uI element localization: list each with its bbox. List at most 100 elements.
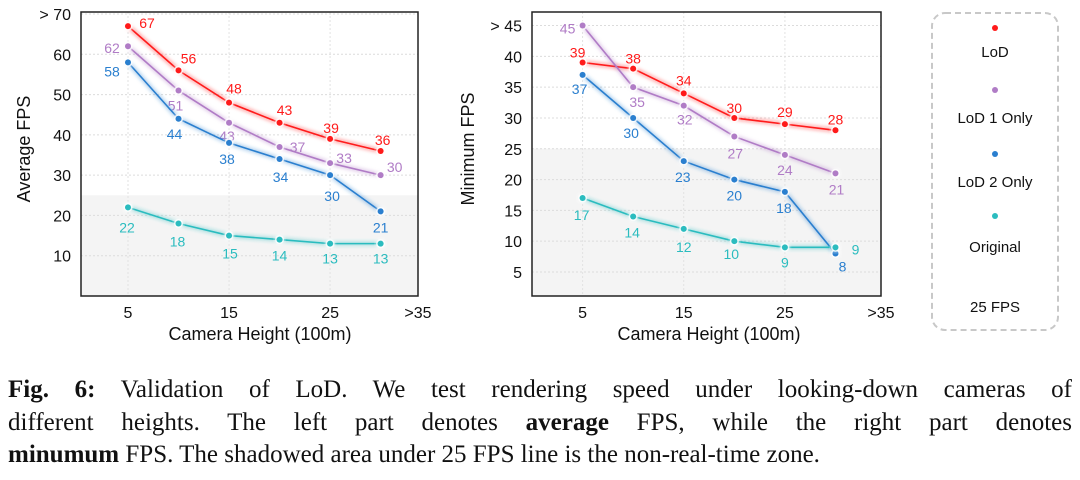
data-label: 21 (829, 181, 845, 197)
data-point (226, 232, 233, 239)
data-point (175, 67, 182, 74)
series-lod-2-only: 58 44 38 34 30 21 (104, 57, 389, 235)
y-tick-label: 60 (53, 47, 71, 64)
caption-bold-average: average (525, 408, 609, 436)
data-point (832, 170, 839, 177)
data-label: 30 (727, 100, 743, 116)
data-label: 62 (104, 40, 120, 56)
y-tick-label: 40 (53, 128, 71, 145)
series-lod-1-only: 62 51 43 37 33 30 (104, 40, 403, 180)
series-line (127, 61, 382, 213)
x-axis-title: Camera Height (100m) (617, 324, 800, 344)
data-label: 36 (375, 132, 391, 148)
data-point (579, 22, 586, 29)
data-point (175, 115, 182, 122)
legend-item-lod-1-only: LoD 1 Only (956, 85, 1034, 127)
data-point (781, 151, 788, 158)
data-label: 34 (676, 72, 692, 88)
y-tick-label: 30 (53, 168, 71, 185)
data-label: 28 (828, 111, 844, 127)
legend-marker (992, 213, 998, 219)
data-point (630, 213, 637, 220)
data-label: 37 (290, 139, 306, 155)
caption-line-1: Fig. 6: Validation of LoD. We test rende… (8, 374, 1072, 407)
y-tick-label: 20 (504, 173, 522, 190)
data-point (731, 133, 738, 140)
data-point (276, 143, 283, 150)
data-label: 8 (839, 258, 847, 274)
data-label: 17 (574, 207, 590, 223)
x-axis-title: Camera Height (100m) (168, 324, 351, 344)
legend-item-25-fps: 25 FPS (956, 278, 1034, 316)
data-label: 39 (323, 120, 339, 136)
y-tick-label: 20 (53, 208, 71, 225)
data-label: 12 (676, 239, 692, 255)
y-tick-label: 30 (504, 111, 522, 128)
non-real-time-zone (81, 195, 418, 296)
data-label: 38 (625, 51, 641, 67)
non-real-time-zone (532, 148, 881, 296)
data-point (226, 99, 233, 106)
y-tick-label: 50 (53, 88, 71, 105)
data-point (377, 240, 384, 247)
y-tick-label: 15 (504, 203, 522, 220)
data-label: 58 (104, 63, 120, 79)
data-point (579, 71, 586, 78)
data-point (327, 172, 334, 179)
x-tick-label: 25 (776, 305, 794, 322)
data-point (630, 114, 637, 121)
caption-text: Validation of LoD. We test rendering spe… (95, 376, 1073, 403)
data-point (680, 90, 687, 97)
series-lod-1-only: 45 35 32 27 24 21 (560, 21, 845, 198)
caption-line-2: different heights. The left part denotes… (8, 407, 1072, 440)
series-line (127, 206, 381, 245)
series-line (582, 61, 836, 132)
y-tick-label: 10 (53, 249, 71, 266)
data-label: 39 (570, 45, 586, 61)
data-point (680, 225, 687, 232)
data-point (327, 240, 334, 247)
data-label: 44 (167, 126, 183, 142)
series-line (582, 74, 837, 255)
legend-frame (931, 12, 1059, 331)
data-label: 45 (560, 21, 576, 37)
data-label: 23 (675, 169, 691, 185)
data-label: 13 (373, 251, 389, 267)
data-point (377, 208, 384, 215)
y-tick-label: 35 (504, 80, 522, 97)
y-tick-label: 10 (504, 234, 522, 251)
legend-label: 25 FPS (970, 299, 1020, 316)
data-label: 43 (277, 102, 293, 118)
series-line (127, 45, 381, 176)
data-label: 67 (139, 15, 155, 31)
data-label: 38 (219, 151, 235, 167)
series-line (127, 25, 381, 152)
series-line (582, 197, 836, 249)
y-tick-label: > 70 (39, 7, 71, 24)
series-lod: 67 56 48 43 39 36 (123, 15, 391, 156)
data-point (630, 65, 637, 72)
data-point (124, 59, 131, 66)
data-point (226, 119, 233, 126)
data-label: 22 (119, 219, 135, 235)
data-label: 18 (170, 233, 186, 249)
legend-label: LoD 1 Only (957, 110, 1033, 127)
data-point (680, 102, 687, 109)
data-point (175, 220, 182, 227)
data-label: 24 (777, 162, 793, 178)
legend-label: Original (969, 239, 1021, 256)
y-tick-label: > 45 (490, 19, 522, 36)
caption-text: FPS, while the right part denotes (608, 408, 1072, 436)
data-label: 30 (623, 125, 639, 141)
series-original: 17 14 12 10 9 9 (574, 193, 860, 270)
data-label: 9 (852, 241, 860, 257)
data-point (832, 250, 839, 257)
y-axis-title: Average FPS (14, 96, 34, 203)
data-label: 20 (727, 188, 743, 204)
data-point (630, 84, 637, 91)
series-lod-2-only: 37 30 23 20 18 8 (572, 70, 847, 274)
data-point (731, 176, 738, 183)
legend-marker (992, 25, 998, 31)
data-point (579, 195, 586, 202)
